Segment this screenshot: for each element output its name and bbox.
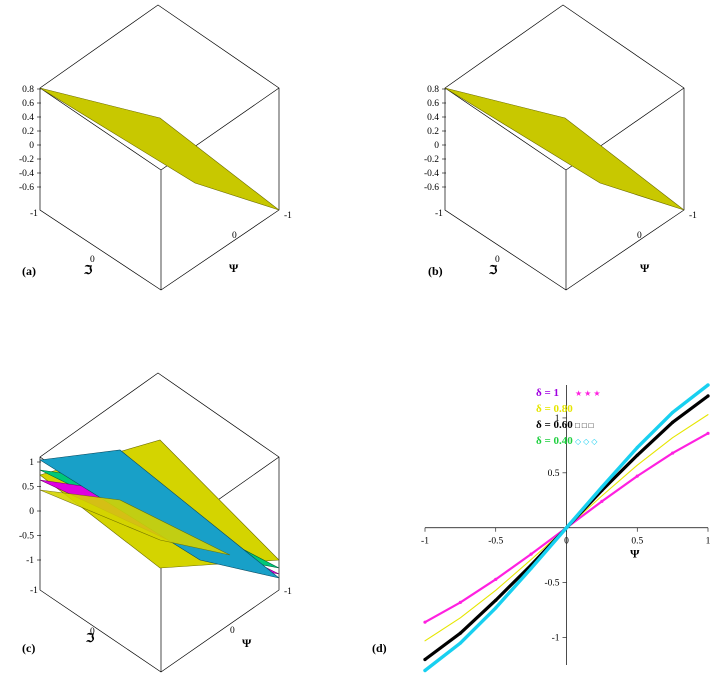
panel-c-y-axis-label: ℑ (85, 631, 95, 645)
panel-c-y-tick-0: -1 (30, 586, 38, 596)
legend-marker-2: □ □ □ (575, 421, 594, 430)
panel-b-z-tick-label: 0.8 (427, 85, 439, 95)
panel-a-z-tick-label: 0.6 (22, 99, 34, 109)
panel-c-label: (c) (22, 641, 35, 655)
panel-d: -1 -0.5 0 0.5 1 -1 -0.5 0.5 1 δ = 1 ★ ★ ★δ = 0.80… (372, 383, 711, 673)
panel-b-y-tick-0: -1 (435, 209, 443, 219)
panel-d-label: (d) (372, 641, 387, 655)
panel-b-z-tick-label: 0.2 (427, 127, 439, 137)
panel-a-z-tick-label: -0.6 (19, 183, 34, 193)
legend-label-2: δ = 0.60 (536, 419, 573, 431)
panel-c-x-tick-0: -1 (284, 587, 292, 597)
series-3-point (529, 566, 533, 570)
panel-b-z-tick-label: 0.4 (427, 113, 439, 123)
series-2-point (494, 598, 498, 602)
series-3-point (564, 526, 569, 530)
panel-b-z-tick-label: 0.6 (427, 99, 439, 109)
series-2-point (458, 631, 462, 635)
panel-b-x-tick-1: 0 (637, 231, 642, 241)
series-3-point (671, 410, 675, 415)
panel-a-x-tick-0: -1 (284, 211, 292, 221)
legend-marker-3: ◇ ◇ ◇ (575, 437, 598, 446)
series-0-point (635, 474, 639, 478)
panel-a-surface (39, 87, 280, 211)
panel-d-x-tick-label: -0.5 (488, 537, 503, 547)
panel-c-z-tick-label: 1 (29, 458, 34, 468)
panel-a-y-tick-0: -1 (30, 209, 38, 219)
panel-b-z-tick-label: -0.6 (424, 183, 439, 193)
series-2-point (423, 657, 427, 662)
panel-a-z-tick-label: -0.4 (19, 169, 34, 179)
panel-a-y-axis-label: ℑ (83, 263, 93, 277)
panel-d-y-tick-label: 1 (555, 414, 560, 424)
series-2-point (706, 394, 710, 398)
panel-c-x-axis-label: Ψ (242, 636, 252, 650)
legend-label-1: δ = 0.80 (536, 403, 573, 415)
panel-b-x-tick-0: -1 (689, 211, 697, 221)
series-2-point (671, 420, 675, 424)
panel-c-z-tick-label: 0 (29, 507, 34, 517)
legend-label-0: δ = 1 (536, 387, 559, 399)
panel-b: 0.80.60.40.20-0.2-0.4-0.6 -1 0 -1 0 ℑ Ψ … (424, 4, 697, 291)
series-0-point (494, 577, 498, 581)
panel-c-surface-yellow-front (39, 489, 231, 556)
panel-d-x-tick-label: 0.5 (631, 537, 643, 547)
panel-d-y-tick-label: -0.5 (544, 579, 559, 589)
panel-c-z-tick-label: -1 (26, 556, 34, 566)
panel-a-x-axis-label: Ψ (229, 261, 239, 275)
panel-b-y-tick-1: 0 (495, 255, 500, 265)
panel-a-z-tick-label: -0.2 (19, 155, 34, 165)
panel-b-x-axis-label: Ψ (640, 261, 650, 275)
panel-a-x-tick-1: 0 (232, 231, 237, 241)
panel-d-x-tick-label: -1 (421, 537, 429, 547)
panel-a-label: (a) (22, 264, 36, 278)
series-0-point (706, 431, 710, 435)
legend-marker-0: ★ ★ ★ (575, 389, 601, 398)
panel-b-z-tick-label: -0.4 (424, 169, 439, 179)
panel-d-y-tick-label: -1 (552, 634, 560, 644)
panel-a-z-tick-label: 0 (29, 141, 34, 151)
series-3-point (458, 641, 462, 645)
panel-c-y-tick-1: 0 (90, 627, 95, 637)
panel-c: 1 0.5 0 -0.5 -1 -1 0 -1 0 ℑ Ψ (c) (19, 372, 292, 673)
panel-d-x-axis-label: Ψ (630, 547, 640, 561)
panel-c-z-tick-label: 0.5 (22, 483, 34, 493)
series-3-point (494, 606, 498, 610)
series-0-point (423, 620, 427, 624)
panel-b-z-tick-label: 0 (434, 141, 439, 151)
series-3-point (423, 668, 427, 673)
series-0-point (458, 600, 462, 605)
panel-b-surface (444, 87, 685, 211)
panel-b-z-tick-label: -0.2 (424, 155, 439, 165)
series-3-point (706, 383, 710, 387)
series-3-point (600, 485, 604, 489)
panel-a-z-tick-label: 0.2 (22, 127, 34, 137)
series-2-point (635, 453, 639, 457)
panel-c-x-tick-1: 0 (230, 626, 235, 636)
series-0-point (529, 552, 533, 556)
panel-b-label: (b) (428, 264, 443, 278)
series-0-point (671, 451, 675, 455)
panel-d-x-tick-label: 1 (706, 537, 711, 547)
panel-d-legend: δ = 1 ★ ★ ★δ = 0.80 δ = 0.60 □ □ □δ = 0.40 ◇… (536, 387, 601, 447)
panel-d-y-tick-label: 0.5 (548, 469, 560, 479)
series-3-point (635, 445, 639, 450)
panel-a-z-tick-label: 0.4 (22, 113, 34, 123)
panel-c-z-tick-label: -0.5 (19, 532, 34, 542)
panel-d-series (423, 383, 710, 673)
panel-d-axes: -1 -0.5 0 0.5 1 -1 -0.5 0.5 1 (421, 385, 711, 665)
panel-a-z-tick-label: 0.8 (22, 85, 34, 95)
panel-a-y-tick-1: 0 (90, 255, 95, 265)
panel-a: 0.80.60.40.20-0.2-0.4-0.6 -1 0 -1 0 ℑ Ψ … (19, 4, 292, 291)
legend-label-3: δ = 0.40 (536, 435, 573, 447)
panel-b-y-axis-label: ℑ (488, 263, 498, 277)
series-0-point (600, 499, 604, 503)
panel-d-x-tick-label: 0 (564, 537, 569, 547)
